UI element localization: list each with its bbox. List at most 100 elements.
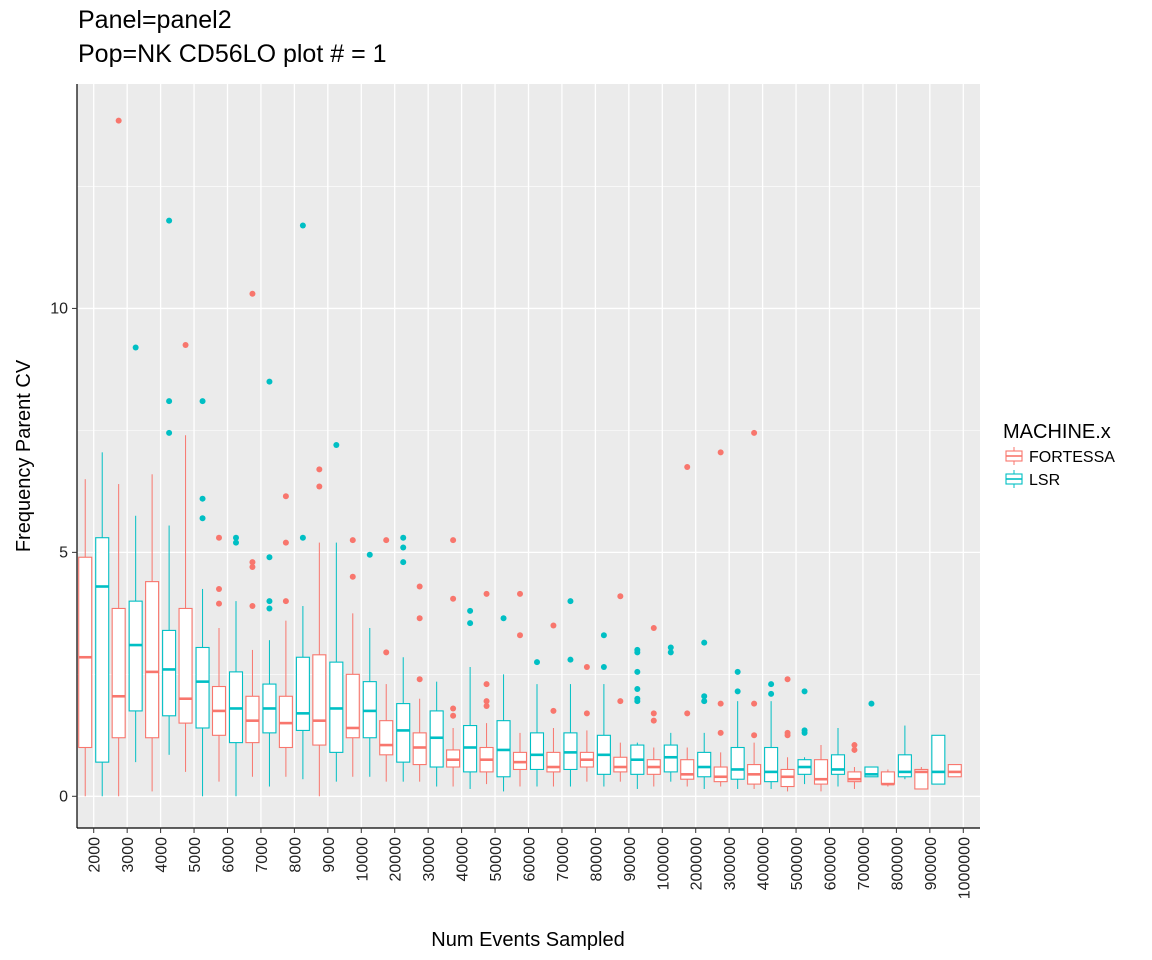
x-tick-label: 8000 bbox=[287, 837, 304, 873]
box-fortessa-10000 bbox=[345, 537, 360, 777]
x-tick-label: 2000 bbox=[87, 837, 104, 873]
outlier-point bbox=[400, 544, 407, 551]
box-lsr-3000 bbox=[128, 344, 143, 763]
box-lsr-20000 bbox=[396, 534, 411, 782]
outlier-point bbox=[634, 649, 641, 656]
x-tick-label: 100000 bbox=[655, 837, 672, 890]
outlier-point bbox=[199, 495, 206, 502]
outlier-point bbox=[784, 676, 791, 683]
box-lsr-50000 bbox=[496, 615, 511, 792]
outlier-point bbox=[249, 559, 256, 566]
outlier-point bbox=[567, 598, 574, 605]
box-lsr-6000 bbox=[228, 534, 244, 797]
box-fortessa-80000 bbox=[579, 664, 594, 782]
outlier-point bbox=[784, 732, 791, 739]
box-lsr-30000 bbox=[429, 681, 444, 787]
outlier-point bbox=[483, 703, 490, 710]
box-iqr bbox=[847, 771, 862, 783]
x-tick-label: 300000 bbox=[722, 837, 739, 890]
box-lsr-7000 bbox=[262, 378, 277, 787]
outlier-point bbox=[333, 442, 340, 449]
outlier-point bbox=[751, 429, 758, 436]
outlier-point bbox=[500, 615, 507, 622]
box-lsr-40000 bbox=[463, 607, 478, 789]
outlier-point bbox=[600, 664, 607, 671]
box-lsr-100000 bbox=[663, 644, 678, 782]
box-fortessa-60000 bbox=[512, 590, 528, 787]
box-iqr bbox=[680, 759, 695, 780]
x-tick-label: 700000 bbox=[856, 837, 873, 890]
outlier-point bbox=[266, 598, 273, 605]
box-iqr bbox=[162, 629, 177, 717]
outlier-point bbox=[751, 700, 758, 707]
outlier-point bbox=[166, 398, 173, 405]
x-tick-label: 5000 bbox=[187, 837, 204, 873]
outlier-point bbox=[634, 698, 641, 705]
box-fortessa-9000 bbox=[312, 466, 327, 797]
outlier-point bbox=[717, 729, 724, 736]
outlier-point bbox=[266, 378, 273, 385]
outlier-point bbox=[450, 705, 457, 712]
outlier-point bbox=[517, 590, 523, 597]
x-axis-title: Num Events Sampled bbox=[431, 929, 624, 951]
outlier-point bbox=[617, 698, 624, 705]
outlier-point bbox=[383, 537, 390, 544]
outlier-point bbox=[634, 685, 641, 692]
box-iqr bbox=[764, 746, 779, 783]
box-fortessa-6000 bbox=[211, 534, 227, 782]
outlier-point bbox=[416, 676, 423, 683]
box-fortessa-300000 bbox=[713, 449, 728, 787]
legend-label-lsr: LSR bbox=[1029, 472, 1060, 489]
legend-key-lsr bbox=[1005, 470, 1023, 488]
outlier-point bbox=[416, 615, 423, 622]
x-tick-label: 70000 bbox=[555, 837, 572, 882]
box-iqr bbox=[713, 766, 728, 783]
boxplot-marks bbox=[78, 117, 962, 797]
box-iqr bbox=[95, 537, 110, 763]
x-tick-label: 4000 bbox=[154, 837, 171, 873]
box-fortessa-30000 bbox=[412, 583, 427, 782]
x-tick-label: 3000 bbox=[120, 837, 137, 873]
outlier-point bbox=[650, 710, 657, 717]
box-iqr bbox=[345, 673, 360, 739]
outlier-point bbox=[349, 537, 356, 544]
outlier-point bbox=[517, 632, 523, 639]
box-iqr bbox=[128, 600, 143, 712]
outlier-point bbox=[550, 707, 557, 714]
outlier-point bbox=[383, 649, 390, 656]
outlier-point bbox=[684, 710, 691, 717]
box-fortessa-500000 bbox=[780, 676, 795, 792]
x-axis-ticks: 2000 3000 4000 5000 6000 7000 8000 9000 10000 200… bbox=[87, 828, 973, 899]
outlier-point bbox=[868, 700, 875, 707]
outlier-point bbox=[216, 600, 222, 607]
box-lsr-8000 bbox=[295, 222, 310, 780]
box-lsr-90000 bbox=[630, 646, 645, 789]
box-fortessa-7000 bbox=[245, 290, 260, 777]
outlier-point bbox=[266, 605, 273, 612]
outlier-point bbox=[316, 483, 323, 490]
box-iqr bbox=[880, 771, 895, 785]
box-iqr bbox=[931, 734, 946, 785]
box-iqr bbox=[312, 654, 327, 746]
box-fortessa-3000 bbox=[111, 117, 126, 797]
x-tick-label: 7000 bbox=[254, 837, 271, 873]
legend-label-fortessa: FORTESSA bbox=[1029, 449, 1115, 466]
x-tick-label: 40000 bbox=[455, 837, 472, 882]
y-tick-label: 10 bbox=[50, 300, 68, 317]
outlier-point bbox=[684, 463, 691, 470]
box-lsr-4000 bbox=[162, 217, 177, 755]
outlier-point bbox=[166, 429, 173, 436]
box-lsr-2000 bbox=[95, 452, 110, 797]
box-iqr bbox=[864, 766, 879, 778]
outlier-point bbox=[550, 622, 557, 629]
outlier-point bbox=[751, 732, 758, 739]
outlier-point bbox=[299, 534, 306, 541]
outlier-point bbox=[282, 493, 289, 500]
box-lsr-80000 bbox=[596, 632, 611, 787]
y-tick-label: 5 bbox=[59, 544, 68, 561]
outlier-point bbox=[366, 551, 373, 558]
box-iqr bbox=[111, 607, 126, 739]
outlier-point bbox=[467, 620, 474, 627]
outlier-point bbox=[182, 342, 189, 349]
